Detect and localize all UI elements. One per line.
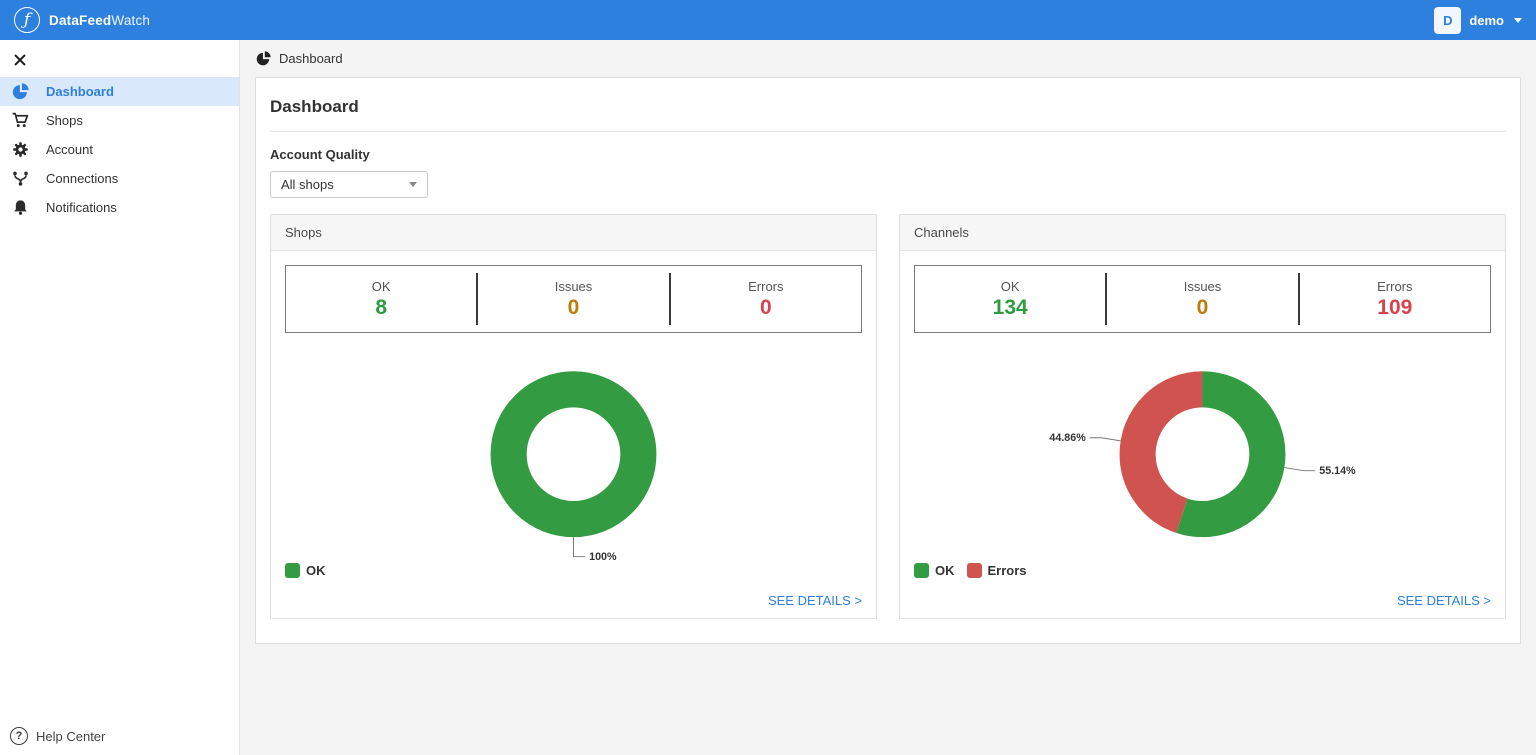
legend-item: OK — [285, 563, 326, 578]
question-mark-icon: ? — [10, 727, 28, 745]
shops-donut-chart: 100% — [490, 371, 657, 563]
legend-label: OK — [306, 563, 326, 578]
branch-icon — [12, 170, 29, 187]
avatar: D — [1434, 6, 1462, 34]
sidebar-item-dashboard[interactable]: Dashboard — [0, 77, 239, 106]
user-name: demo — [1469, 12, 1504, 28]
brand-name-bold: DataFeed — [49, 12, 112, 28]
page-title: Dashboard — [270, 97, 359, 116]
account-quality-label: Account Quality — [270, 147, 370, 162]
stat-value: 109 — [1377, 295, 1413, 319]
sidebar-item-label: Notifications — [46, 200, 117, 215]
stat-label: OK — [371, 278, 391, 294]
stat-errors: Errors 109 — [1300, 279, 1490, 320]
brand-name-light: Watch — [111, 12, 151, 28]
stat-errors: Errors 0 — [671, 279, 861, 320]
donut-percent-label: 100% — [589, 551, 617, 563]
stat-divider — [1297, 273, 1300, 325]
stat-divider — [1105, 273, 1108, 325]
help-center-label: Help Center — [36, 728, 106, 744]
stat-value: 0 — [567, 295, 580, 319]
stat-value: 0 — [1196, 295, 1209, 319]
logo-glyph: ƒ — [23, 9, 31, 30]
stat-value: 8 — [375, 295, 387, 319]
datafeedwatch-logo-icon: ƒ — [14, 7, 40, 33]
sidebar-item-connections[interactable]: Connections — [0, 164, 239, 193]
breadcrumb-label[interactable]: Dashboard — [279, 51, 343, 66]
close-icon — [14, 54, 26, 66]
sidebar-item-account[interactable]: Account — [0, 135, 239, 164]
donut-leader-line — [1284, 467, 1316, 472]
divider — [270, 131, 1506, 132]
help-center-link[interactable]: ? Help Center — [10, 727, 105, 745]
stat-label: Errors — [748, 278, 784, 294]
close-sidebar-button[interactable] — [9, 49, 31, 71]
stat-value: 0 — [759, 295, 772, 319]
legend-item: Errors — [966, 563, 1027, 578]
channels-card: Channels OK 134 Issues 0 Err — [899, 214, 1506, 619]
donut-leader-line — [573, 537, 586, 558]
sidebar-item-shops[interactable]: Shops — [0, 106, 239, 135]
channels-donut-chart: 55.14% 44.86% — [1049, 371, 1356, 538]
channels-card-title: Channels — [900, 215, 1505, 251]
user-menu[interactable]: D demo — [1434, 6, 1522, 34]
gear-icon — [12, 141, 29, 158]
sidebar-item-label: Dashboard — [46, 84, 114, 99]
stat-ok: OK 134 — [915, 279, 1105, 320]
stat-issues: Issues 0 — [1107, 279, 1297, 320]
bell-icon — [12, 199, 29, 216]
donut-percent-label: 44.86% — [1049, 432, 1086, 444]
chevron-down-icon — [409, 182, 417, 187]
pie-chart-icon — [12, 83, 29, 100]
shop-filter-select[interactable]: All shops — [270, 171, 428, 198]
legend-swatch-icon — [966, 563, 982, 578]
legend-label: OK — [935, 563, 955, 578]
stat-ok: OK 8 — [286, 279, 476, 320]
shopping-cart-icon — [12, 112, 29, 129]
donut-slice-errors — [1119, 371, 1286, 538]
channels-legend: OK Errors — [914, 563, 1027, 578]
pie-chart-icon — [256, 51, 271, 66]
stat-issues: Issues 0 — [478, 279, 668, 320]
brand-logo[interactable]: ƒ DataFeedWatch — [14, 7, 150, 33]
donut-slice-ok — [490, 371, 657, 538]
legend-swatch-icon — [914, 563, 929, 578]
shops-legend: OK — [285, 563, 326, 578]
stat-value: 134 — [992, 295, 1028, 319]
channels-see-details-link[interactable]: SEE DETAILS > — [1396, 593, 1491, 608]
channels-stats-box: OK 134 Issues 0 Errors 109 — [914, 265, 1491, 333]
legend-swatch-icon — [285, 563, 300, 578]
top-bar: ƒ DataFeedWatch D demo — [0, 0, 1536, 40]
sidebar: Dashboard Shops — [0, 40, 240, 755]
breadcrumb: Dashboard — [240, 40, 1536, 77]
shop-filter-value: All shops — [281, 177, 334, 192]
chevron-down-icon — [1514, 17, 1522, 23]
stat-label: OK — [1000, 278, 1020, 294]
stat-label: Issues — [554, 278, 593, 294]
dashboard-panel: Dashboard Account Quality All shops Shop… — [255, 77, 1521, 644]
sidebar-item-label: Connections — [46, 171, 119, 186]
donut-leader-line — [1089, 437, 1121, 442]
stat-divider — [668, 273, 671, 325]
stat-label: Errors — [1377, 278, 1413, 294]
legend-item: OK — [914, 563, 955, 578]
sidebar-item-label: Shops — [46, 113, 83, 128]
shops-stats-box: OK 8 Issues 0 Errors 0 — [285, 265, 862, 333]
sidebar-item-label: Account — [46, 142, 93, 157]
stat-label: Issues — [1183, 278, 1222, 294]
shops-card: Shops OK 8 Issues 0 Errors — [270, 214, 877, 619]
main-area: Dashboard Dashboard Account Quality All … — [240, 40, 1536, 755]
sidebar-item-notifications[interactable]: Notifications — [0, 193, 239, 222]
stat-divider — [476, 273, 479, 325]
brand-name: DataFeedWatch — [49, 13, 150, 28]
legend-label: Errors — [987, 563, 1027, 578]
shops-see-details-link[interactable]: SEE DETAILS > — [767, 593, 862, 608]
donut-percent-label: 55.14% — [1319, 465, 1356, 477]
shops-card-title: Shops — [271, 215, 876, 251]
